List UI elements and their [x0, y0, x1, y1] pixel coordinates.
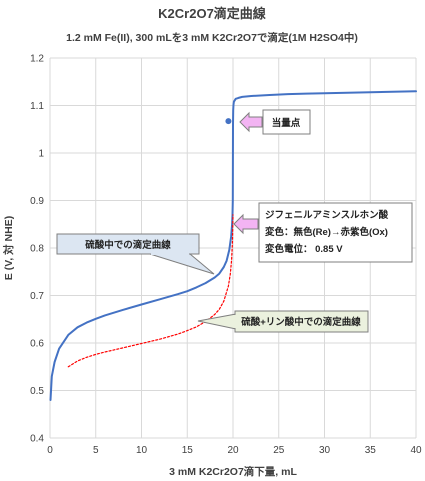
x-tick-label: 30	[319, 445, 331, 456]
x-tick-label: 15	[182, 445, 194, 456]
callout-indicator: ジフェニルアミンスルホン酸 変色：無色(Re)→赤紫色(Ox) 変色電位： 0.…	[233, 202, 413, 263]
callout-sulfuric-tail	[149, 253, 215, 275]
callout-indicator-line-3: 変色電位： 0.85 V	[265, 243, 343, 255]
y-tick-label: 1	[38, 149, 44, 160]
y-axis-label: E (V, 対 NHE)	[2, 216, 15, 280]
x-tick-label: 40	[410, 445, 422, 456]
x-tick-label: 35	[365, 445, 377, 456]
series-layer	[49, 90, 417, 401]
x-tick-label: 10	[136, 445, 148, 456]
x-tick-label: 0	[47, 445, 53, 456]
series-line-0	[49, 90, 417, 401]
callout-phosphoric-text: 硫酸+リン酸中での滴定曲線	[241, 316, 361, 328]
callout-equivalence-pointer	[239, 111, 263, 133]
y-tick-label: 0.4	[30, 434, 44, 445]
chart-title: K2Cr2O7滴定曲線	[158, 6, 267, 21]
y-tick-label: 1.1	[30, 101, 44, 112]
chart-subtitle: 1.2 mM Fe(II), 300 mLを3 mM K2Cr2O7で滴定(1M…	[66, 31, 358, 44]
y-tick-label: 0.5	[30, 386, 44, 397]
y-tick-label: 0.6	[30, 339, 44, 350]
callout-sulfuric-seam	[151, 253, 189, 255]
callout-equivalence: 当量点	[239, 109, 311, 135]
callout-indicator-line-1: ジフェニルアミンスルホン酸	[265, 209, 389, 221]
y-tick-label: 1.2	[30, 54, 44, 65]
marker-layer	[225, 118, 232, 125]
callout-indicator-box	[258, 202, 413, 263]
callout-phosphoric-tail	[197, 313, 237, 330]
callout-sulfuric-box	[56, 233, 200, 255]
y-tick-label: 0.8	[30, 244, 44, 255]
callout-sulfuric: 硫酸中での滴定曲線	[56, 233, 215, 275]
callout-phosphoric: 硫酸+リン酸中での滴定曲線	[197, 310, 369, 333]
callout-equivalence-text: 当量点	[272, 117, 301, 129]
x-tick-label: 20	[227, 445, 239, 456]
equivalence-point-marker	[225, 118, 232, 125]
callout-sulfuric-text: 硫酸中での滴定曲線	[85, 239, 171, 251]
callout-indicator-pointer	[233, 213, 259, 235]
x-tick-label: 25	[273, 445, 285, 456]
callout-equivalence-box	[262, 109, 311, 135]
x-tick-label: 5	[93, 445, 99, 456]
x-axis-label: 3 mM K2Cr2O7滴下量, mL	[169, 465, 297, 478]
tick-labels: 0.4 0.5 0.6 0.7 0.8 0.9 1 1.1 1.2 0 5 10 15 20 25 30 35 4…	[30, 54, 422, 457]
callout-phosphoric-seam	[234, 315, 237, 328]
y-tick-label: 0.9	[30, 196, 44, 207]
series-line-1	[67, 214, 234, 368]
y-tick-label: 0.7	[30, 291, 44, 302]
callout-indicator-line-2: 変色：無色(Re)→赤紫色(Ox)	[265, 226, 388, 238]
